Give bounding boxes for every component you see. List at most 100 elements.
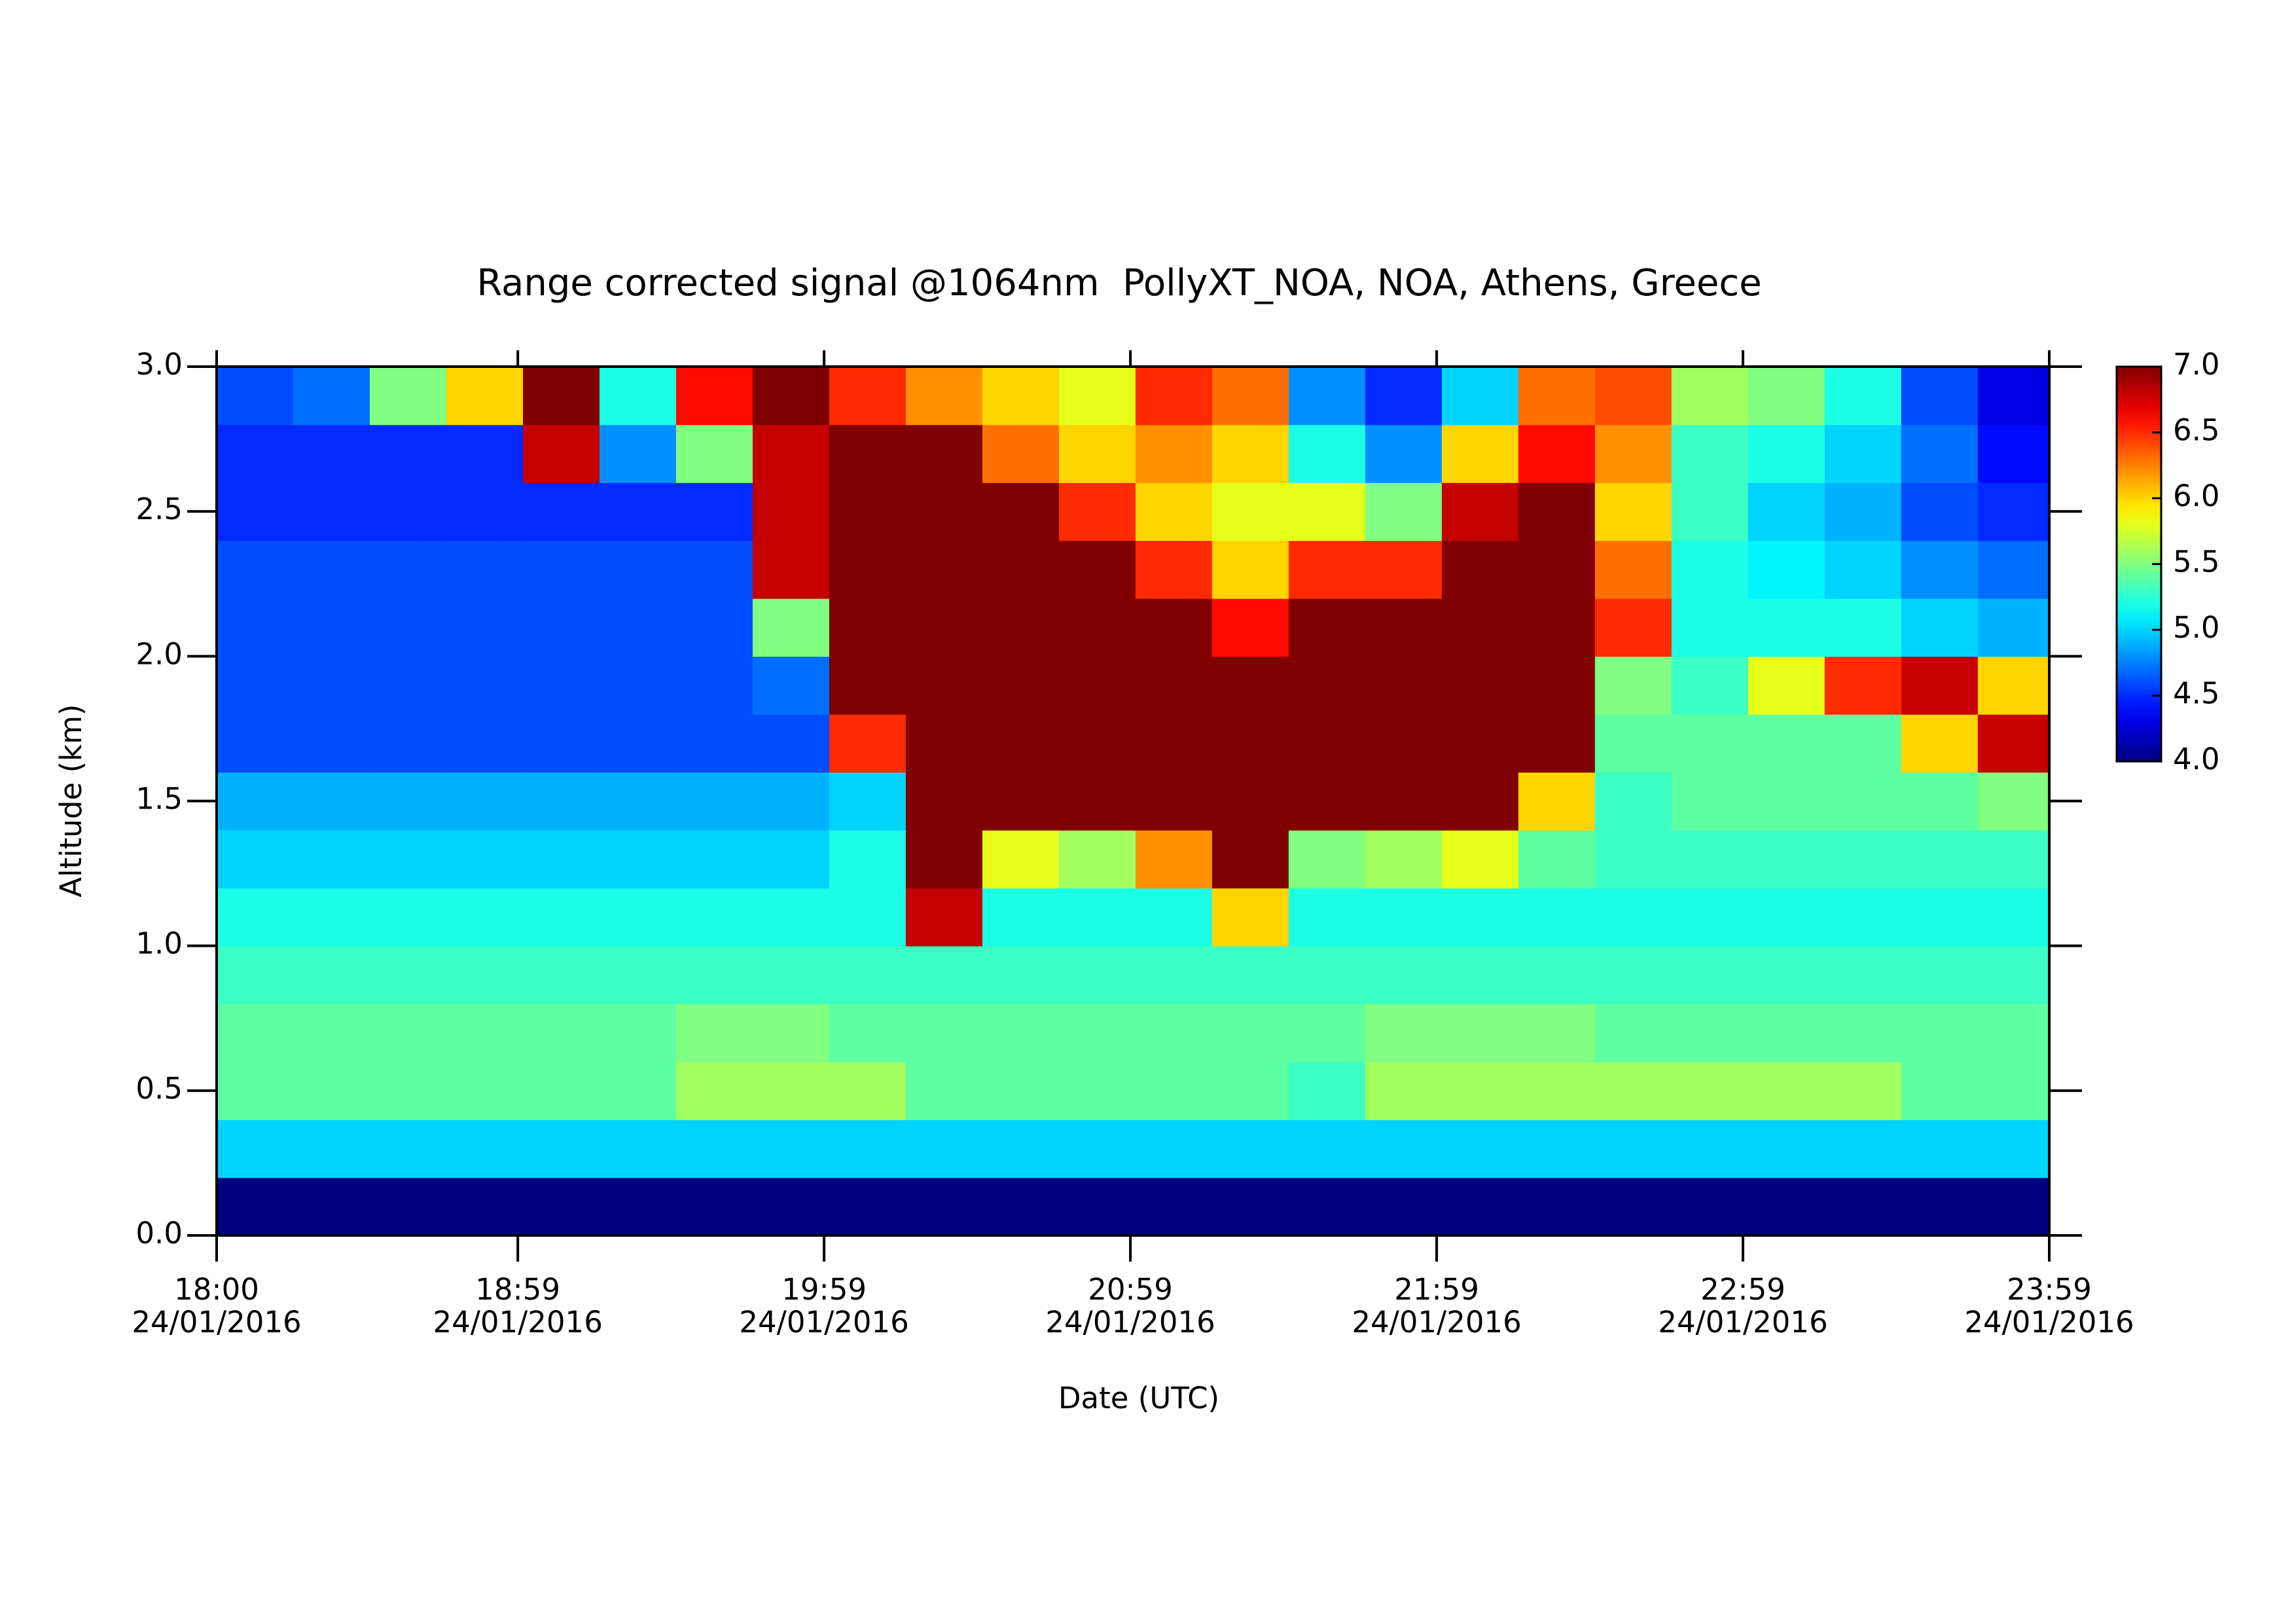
- heatmap-cell: [1901, 1061, 1979, 1120]
- heatmap-cell: [829, 1177, 906, 1235]
- heatmap-cell: [1824, 1120, 1902, 1178]
- heatmap-cell: [1901, 1120, 1979, 1178]
- heatmap-cell: [522, 598, 600, 657]
- heatmap-cell: [522, 772, 600, 831]
- heatmap-cell: [1518, 482, 1596, 541]
- heatmap-cell: [599, 945, 677, 1004]
- heatmap-cell: [217, 1061, 294, 1120]
- heatmap-cell: [1901, 945, 1979, 1004]
- heatmap-cell: [905, 772, 983, 831]
- heatmap-cell: [599, 424, 677, 483]
- y-tick-label: 3.0: [135, 347, 183, 382]
- heatmap-cell: [1671, 656, 1749, 715]
- colorbar-tick-label: 4.5: [2173, 676, 2220, 711]
- heatmap-cell: [1211, 888, 1289, 947]
- x-tick-label: 18:59 24/01/2016: [433, 1272, 603, 1340]
- heatmap-cell: [217, 424, 294, 483]
- heatmap-cell: [522, 1061, 600, 1120]
- heatmap-cell: [522, 540, 600, 599]
- heatmap-cell: [1824, 482, 1902, 541]
- heatmap-cell: [1748, 945, 1825, 1004]
- x-axis-title: Date (UTC): [1058, 1381, 1219, 1415]
- heatmap-cell: [829, 1120, 906, 1178]
- heatmap-cell: [1977, 888, 2049, 947]
- heatmap-cell: [1671, 1177, 1749, 1235]
- heatmap-cell: [1288, 945, 1366, 1004]
- heatmap-cell: [1748, 830, 1825, 888]
- heatmap-cell: [599, 1004, 677, 1063]
- heatmap-cell: [1594, 1004, 1672, 1063]
- heatmap-cell: [1977, 367, 2049, 426]
- heatmap-cell: [446, 830, 524, 888]
- heatmap-cell: [522, 945, 600, 1004]
- heatmap-cell: [675, 1120, 753, 1178]
- heatmap-cell: [1977, 1004, 2049, 1063]
- heatmap-cell: [1824, 540, 1902, 599]
- heatmap-cell: [1211, 1061, 1289, 1120]
- heatmap-cell: [1288, 1061, 1366, 1120]
- heatmap-cell: [1748, 424, 1825, 483]
- heatmap-cell: [675, 540, 753, 599]
- heatmap-cell: [752, 424, 830, 483]
- heatmap-cell: [446, 540, 524, 599]
- heatmap-cell: [982, 1177, 1060, 1235]
- heatmap-cell: [675, 772, 753, 831]
- y-tick-label: 2.0: [135, 636, 183, 671]
- heatmap-cell: [1365, 830, 1443, 888]
- heatmap-cell: [1441, 1177, 1519, 1235]
- heatmap-cell: [1135, 1061, 1213, 1120]
- colorbar-tick-label: 5.0: [2173, 610, 2220, 645]
- heatmap-cell: [752, 772, 830, 831]
- heatmap-cell: [829, 1004, 906, 1063]
- heatmap-cell: [369, 598, 447, 657]
- heatmap-cell: [1977, 424, 2049, 483]
- heatmap-cell: [675, 1004, 753, 1063]
- heatmap-cell: [522, 367, 600, 426]
- heatmap-cell: [1671, 888, 1749, 947]
- heatmap-cell: [982, 656, 1060, 715]
- heatmap-cell: [1441, 482, 1519, 541]
- heatmap-cell: [905, 714, 983, 773]
- x-tick-label: 23:59 24/01/2016: [1964, 1272, 2134, 1340]
- heatmap-cell: [1211, 945, 1289, 1004]
- heatmap-cell: [1977, 714, 2049, 773]
- heatmap-cell: [293, 1061, 370, 1120]
- heatmap-cell: [1901, 367, 1979, 426]
- heatmap-cell: [1824, 424, 1902, 483]
- heatmap-cell: [446, 598, 524, 657]
- heatmap-cell: [1977, 598, 2049, 657]
- heatmap-cell: [1748, 367, 1825, 426]
- heatmap-cell: [1441, 1061, 1519, 1120]
- heatmap-cell: [1518, 888, 1596, 947]
- heatmap-cell: [752, 1004, 830, 1063]
- heatmap-cell: [1671, 540, 1749, 599]
- heatmap-cell: [1135, 424, 1213, 483]
- heatmap-cell: [369, 772, 447, 831]
- heatmap-cell: [1977, 830, 2049, 888]
- heatmap-cell: [752, 714, 830, 773]
- heatmap-cell: [675, 830, 753, 888]
- heatmap-cell: [1671, 772, 1749, 831]
- heatmap-cell: [1288, 540, 1366, 599]
- heatmap-cell: [1058, 1177, 1136, 1235]
- heatmap-cell: [1135, 482, 1213, 541]
- heatmap-cell: [982, 714, 1060, 773]
- heatmap-cell: [1671, 482, 1749, 541]
- heatmap-cell: [1748, 772, 1825, 831]
- heatmap-cell: [1135, 1004, 1213, 1063]
- heatmap-cell: [1518, 1061, 1596, 1120]
- heatmap-cell: [1058, 830, 1136, 888]
- heatmap-cell: [1977, 482, 2049, 541]
- heatmap-cell: [1824, 945, 1902, 1004]
- heatmap-cell: [1671, 714, 1749, 773]
- y-tick-label: 1.5: [135, 782, 183, 816]
- heatmap-cell: [829, 540, 906, 599]
- heatmap-cell: [1671, 1061, 1749, 1120]
- heatmap-cell: [829, 945, 906, 1004]
- heatmap-cell: [369, 945, 447, 1004]
- heatmap-cell: [1211, 482, 1289, 541]
- colorbar-tick-label: 4.0: [2173, 742, 2220, 776]
- heatmap-cell: [1365, 945, 1443, 1004]
- heatmap-cell: [1365, 1004, 1443, 1063]
- heatmap-cell: [217, 1004, 294, 1063]
